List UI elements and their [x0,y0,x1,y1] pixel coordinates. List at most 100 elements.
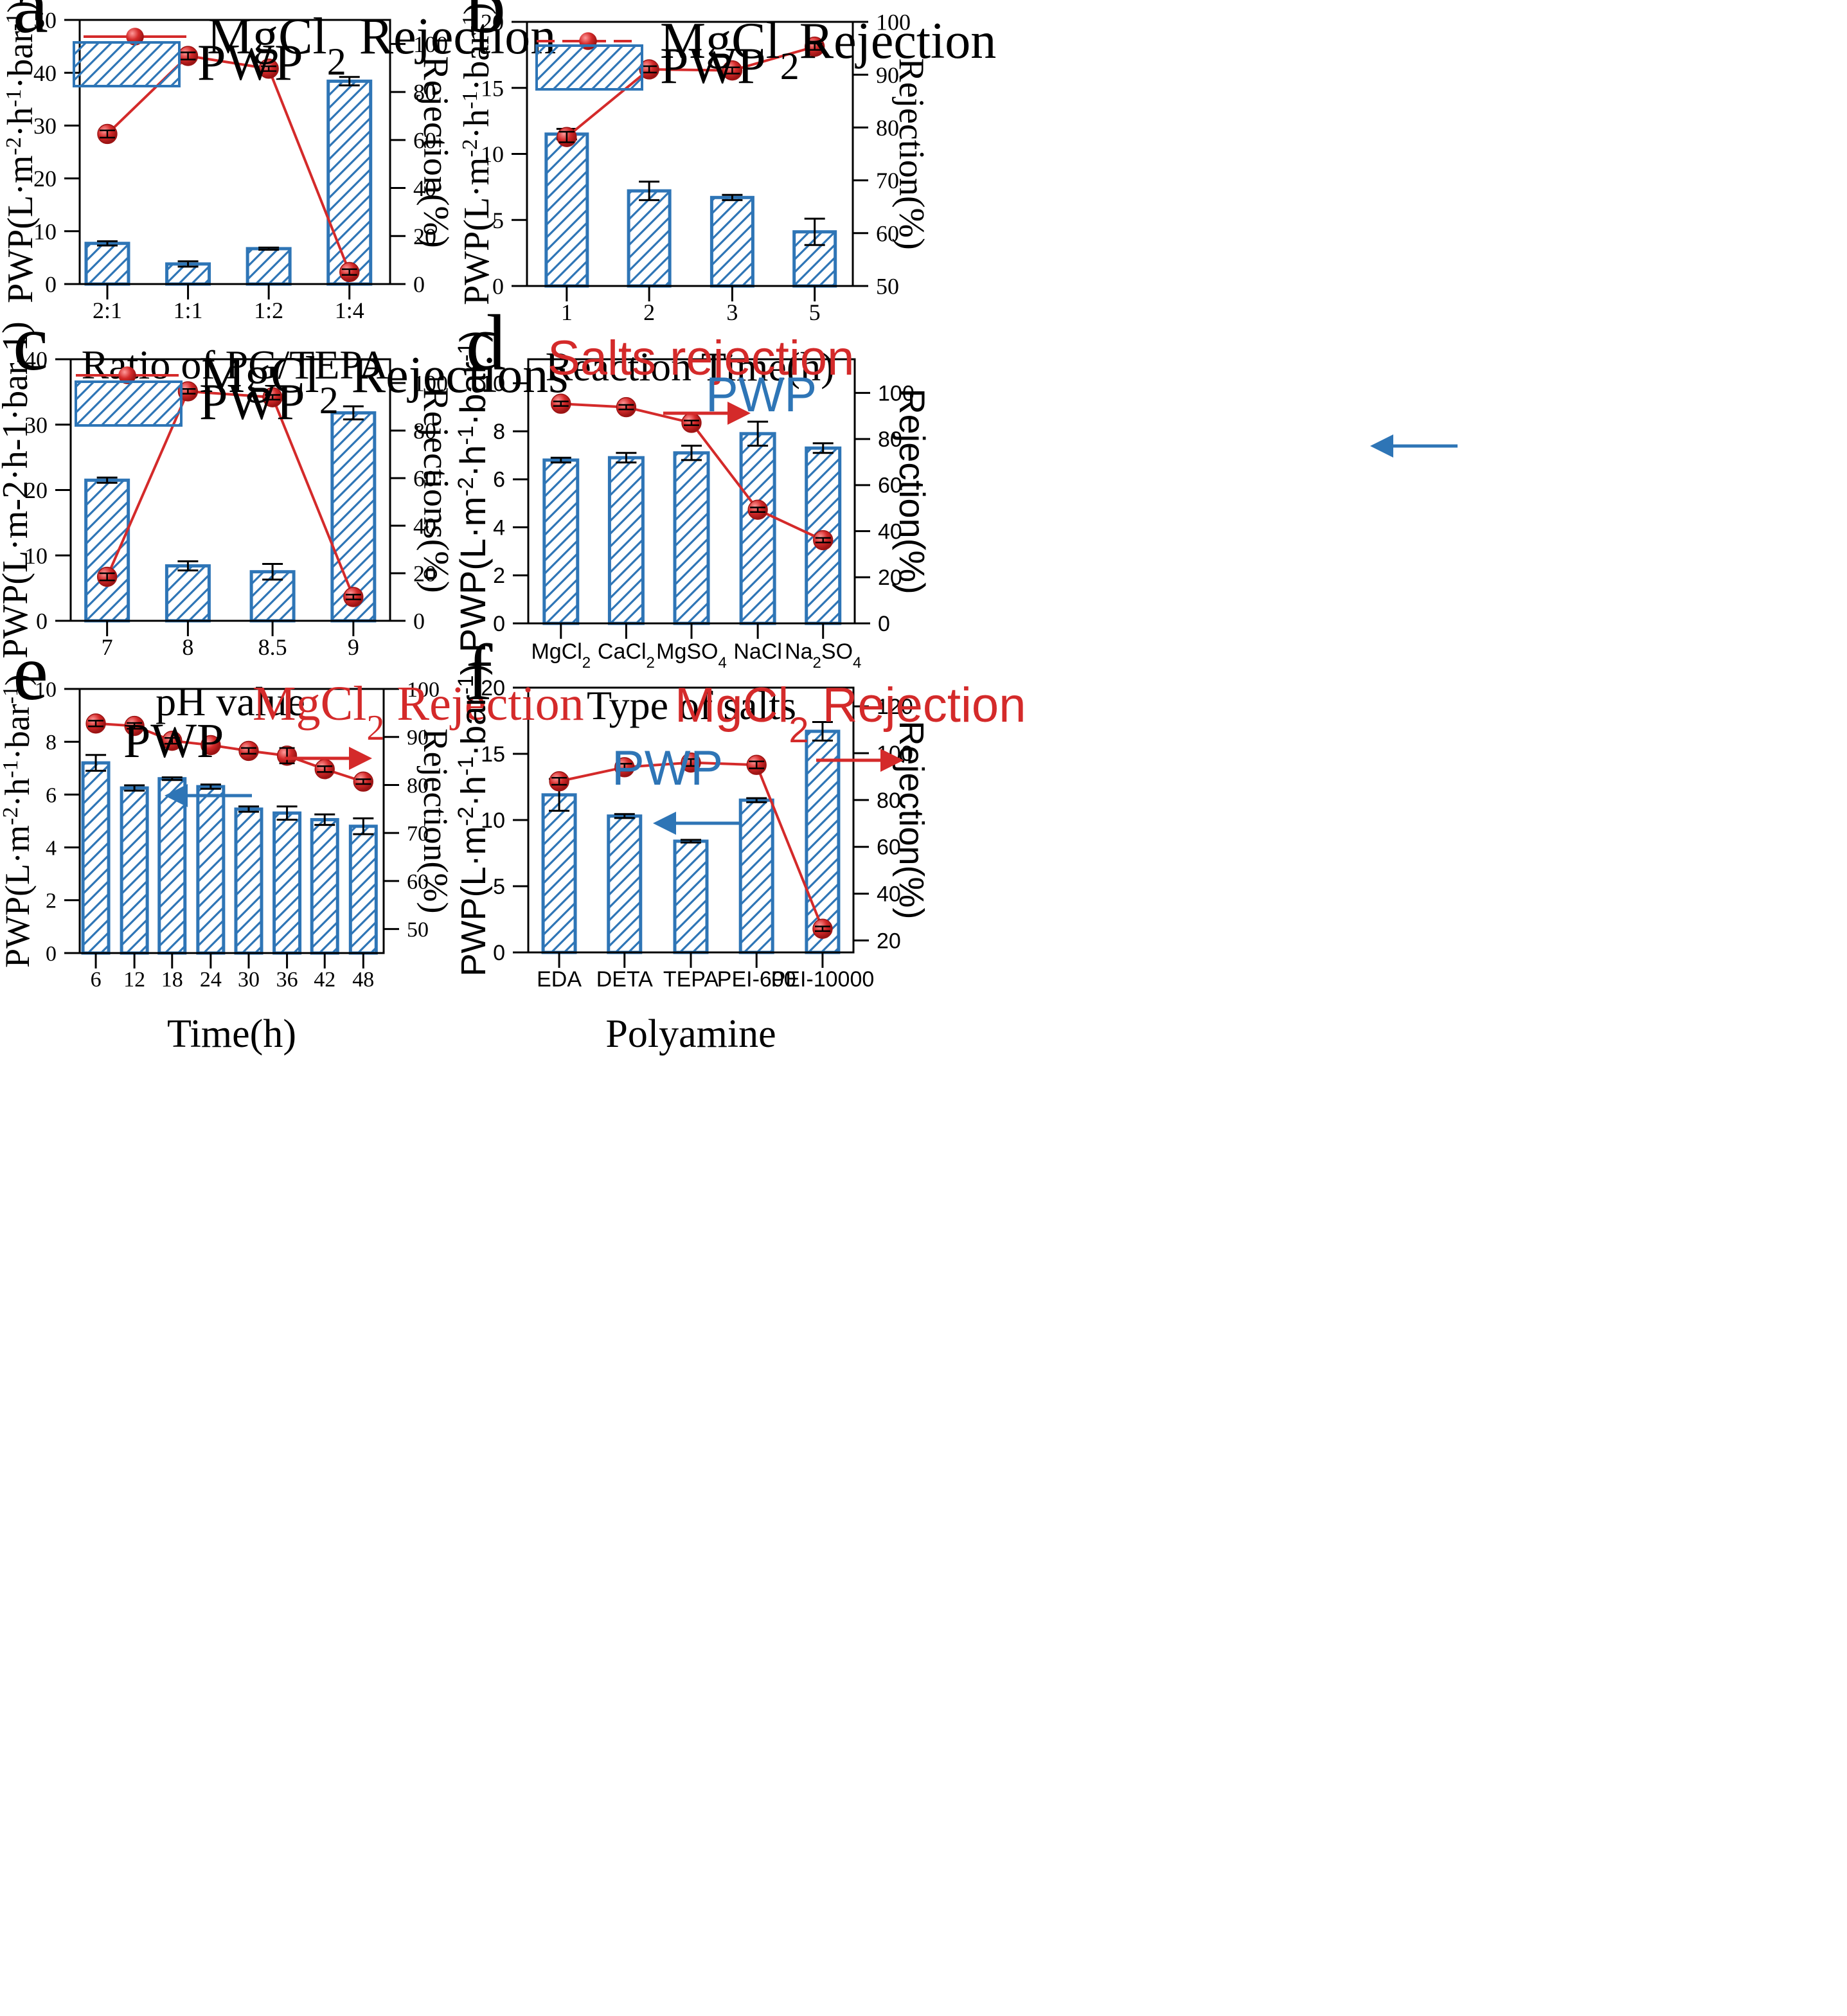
bar-d-3 [739,432,776,625]
rejection-error-f-3 [749,760,765,769]
y-tick-label-c-1: 10 [24,543,48,569]
y-tick-label-a-3: 30 [33,113,57,139]
panel-letter-a: a [13,0,48,49]
x-tick-label-d-1: CaCl2 [598,639,655,672]
rejection-error-d-0 [553,400,569,407]
x-tick-label-f-0: EDA [537,967,582,992]
bar-e-2 [157,777,187,955]
bar-error-f-2 [681,839,701,844]
y-tick-label-b-2: 10 [481,141,504,167]
bar-error-e-6 [314,813,335,826]
y2-axis-label-a: Rejection(%) [416,56,456,248]
panel-letter-b: b [466,0,506,49]
bar-error-f-4 [812,721,833,742]
rejection-error-b-2 [724,66,740,75]
rejection-error-c-0 [99,572,115,582]
legend-bar-label-a: PWP [197,35,303,91]
y2-tick-label-c-4: 80 [413,418,436,444]
y-tick-label-a-0: 0 [45,272,57,298]
y2-tick-label-b-3: 80 [876,115,899,141]
y-tick-label-e-2: 4 [46,837,57,861]
y-axis-label-e: PWP(L·m-2·h-1·bar-1) [0,674,37,968]
y-tick-label-c-2: 20 [24,477,48,503]
bar-c-1 [165,564,211,623]
rejection-error-e-7 [355,778,371,785]
legend-bar-swatch-b [535,44,643,91]
x-tick-label-d-4: Na2SO4 [785,639,861,672]
y2-tick-label-e-4: 90 [407,726,429,750]
annotation-d-1: PWP [706,368,1458,458]
bar-e-1 [120,786,149,955]
y-tick-label-f-3: 15 [481,742,505,767]
y-tick-label-e-1: 2 [46,889,57,913]
y2-tick-label-c-0: 0 [413,609,425,634]
bar-error-f-1 [614,813,635,819]
y-tick-label-f-2: 10 [481,808,505,833]
bar-error-b-3 [804,217,825,246]
x-tick-label-d-0: MgCl2 [531,639,591,672]
rejection-error-e-1 [127,722,143,730]
y2-tick-label-d-4: 80 [878,427,902,452]
y2-tick-label-d-0: 0 [878,612,890,636]
bar-b-1 [627,189,672,288]
x-tick-label-c-1: 8 [182,634,193,660]
bar-error-c-2 [262,562,283,581]
rejection-line-a [106,54,351,273]
y2-tick-label-d-1: 20 [878,566,902,590]
y2-tick-label-c-5: 100 [413,371,448,397]
y-tick-label-a-5: 50 [33,8,57,33]
y2-axis-label-d: Rejection(%) [892,388,932,594]
annotation-text-e-1: MgCl2 Rejection [253,677,584,748]
y-tick-label-b-0: 0 [492,274,504,299]
y2-tick-label-f-1: 40 [877,882,901,906]
x-tick-label-a-3: 1:4 [335,298,364,323]
x-tick-label-f-2: TEPA [663,967,719,992]
y2-tick-label-b-0: 50 [876,274,899,299]
y-tick-label-d-1: 2 [493,564,505,588]
y-tick-label-f-0: 0 [493,941,505,965]
y-tick-label-c-3: 30 [24,412,48,438]
y2-tick-label-b-5: 100 [876,10,911,35]
rejection-error-c-3 [345,594,361,600]
y2-axis-label-c: Rejections(%) [416,387,456,593]
y-tick-label-e-5: 10 [35,678,57,702]
bar-b-0 [544,132,589,288]
legend-bar-swatch-c [75,380,183,427]
bar-a-2 [245,247,292,286]
bar-error-e-2 [161,776,183,781]
bar-c-3 [330,411,377,623]
rejection-error-e-6 [317,765,333,773]
rejection-error-b-0 [558,130,575,143]
legend-line-label-a: MgCl2 Rejection [207,8,556,83]
y2-tick-label-d-5: 100 [878,381,915,406]
bar-error-f-3 [746,797,767,803]
y2-tick-label-c-2: 40 [413,513,436,539]
y-tick-label-b-3: 15 [481,75,504,101]
lines-layer [85,36,834,939]
x-tick-label-a-2: 1:2 [254,298,283,323]
y2-axis-label-f: Rejection(%) [892,720,931,919]
x-tick-label-e-4: 30 [238,968,260,992]
legend-marker-c [118,366,136,384]
annotation-arrow-head-d-1 [1370,434,1393,458]
y-axis-label-f: PWP(L·m-2·h-1·bar-1) [454,664,493,977]
y-axis-label-c: PWP(L·m-2·h-1·bar-1) [0,321,35,658]
bar-e-3 [196,785,226,955]
y-tick-label-c-0: 0 [36,609,48,634]
annotation-text-f-0: PWP [612,741,723,796]
x-axis-label-b: Reaction Time(h) [546,344,835,389]
bars-layer [81,76,842,955]
y-tick-label-d-2: 4 [493,515,505,540]
rejection-error-e-2 [164,736,180,745]
bar-c-0 [84,478,130,623]
y-tick-label-a-4: 40 [33,60,57,86]
bar-error-b-2 [722,193,743,201]
bar-e-7 [348,825,378,955]
y2-tick-label-d-2: 40 [878,519,902,544]
annotation-text-e-0: PWP [123,714,224,768]
bar-error-d-4 [812,442,834,454]
